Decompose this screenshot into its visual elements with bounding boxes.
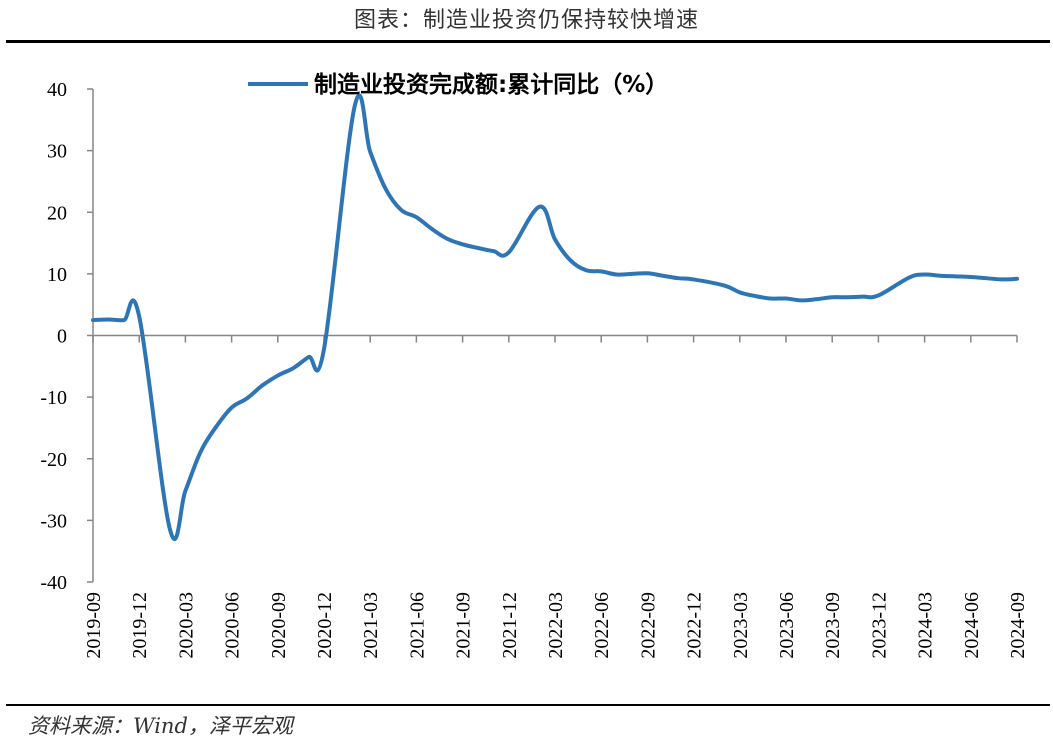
x-tick-label: 2021-06 <box>406 592 428 659</box>
y-tick-label: 20 <box>47 202 67 224</box>
y-tick-label: -30 <box>40 510 67 532</box>
y-tick-label: -10 <box>40 387 67 409</box>
x-tick-label: 2020-12 <box>314 592 336 659</box>
top-rule <box>6 40 1050 43</box>
x-tick-label: 2024-03 <box>915 592 937 659</box>
y-tick-label: 10 <box>47 264 67 286</box>
x-tick-label: 2023-12 <box>868 592 890 659</box>
x-tick-label: 2024-06 <box>961 592 983 659</box>
x-tick-label: 2020-06 <box>222 592 244 659</box>
x-tick-label: 2019-09 <box>83 592 105 659</box>
chart-series <box>91 93 1019 541</box>
y-tick-label: -20 <box>40 449 67 471</box>
y-tick-label: 0 <box>57 326 67 348</box>
series-line <box>91 93 1019 541</box>
y-tick-label: -40 <box>40 572 67 594</box>
figure-title: 图表：制造业投资仍保持较快增速 <box>353 8 699 33</box>
x-tick-label: 2024-09 <box>1007 592 1029 659</box>
x-tick-label: 2020-09 <box>268 592 290 659</box>
x-tick-label: 2022-12 <box>684 592 706 659</box>
bottom-rule <box>6 704 1050 706</box>
x-tick-label: 2022-06 <box>591 592 613 659</box>
x-tick-label: 2023-09 <box>822 592 844 659</box>
chart-ticks: 40 30 20 10 0 -10 -20 -30 -40 2019-09 2019-12 2020-… <box>40 79 1029 659</box>
x-tick-label: 2023-06 <box>776 592 798 659</box>
y-tick-label: 40 <box>47 79 67 101</box>
x-tick-label: 2021-09 <box>453 592 475 659</box>
source-note: 资料来源：Wind，泽平宏观 <box>28 714 293 738</box>
x-tick-label: 2021-12 <box>499 592 521 659</box>
x-tick-label: 2019-12 <box>129 592 151 659</box>
x-tick-label: 2022-09 <box>637 592 659 659</box>
x-tick-label: 2022-03 <box>545 592 567 659</box>
x-tick-label: 2023-03 <box>730 592 752 659</box>
x-tick-label: 2020-03 <box>175 592 197 659</box>
x-tick-label: 2021-03 <box>360 592 382 659</box>
legend-label: 制造业投资完成额:累计同比（%） <box>314 71 668 98</box>
chart-legend: 制造业投资完成额:累计同比（%） <box>248 71 668 98</box>
y-tick-label: 30 <box>47 141 67 163</box>
